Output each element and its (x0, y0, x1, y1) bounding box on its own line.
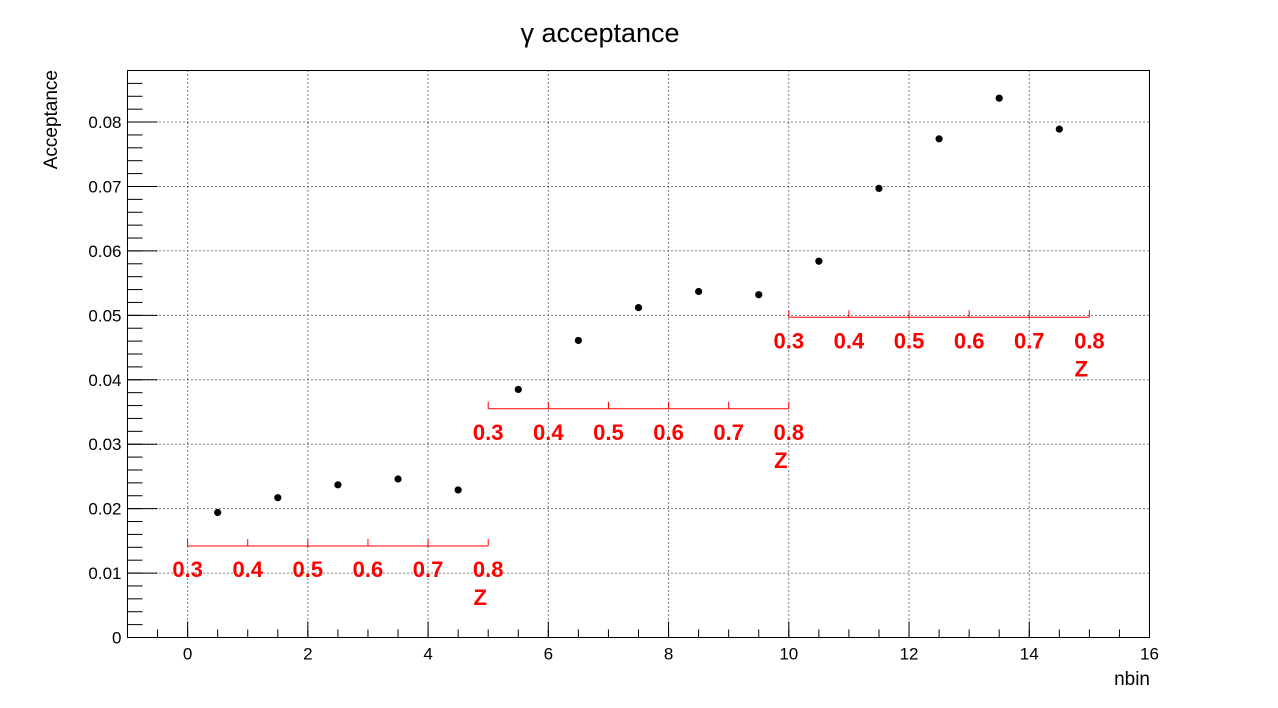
z-tick-label: 0.6 (954, 328, 985, 353)
x-tick-label: 12 (900, 645, 919, 664)
data-point (214, 508, 222, 517)
axes: 0 2 4 6 8 10 12 14 16 0 0.01 0.02 0.03 0.04 0.05 0.06 0.… (88, 70, 1159, 664)
y-tick-label: 0.03 (88, 435, 121, 454)
z-axes: 0.3 0.4 0.5 0.6 0.7 0.8 Z 0.3 0.4 0.5 0.6 0.7 0.8 Z 0.… (172, 310, 1105, 610)
z-tick-label: 0.5 (593, 420, 624, 445)
y-tick-label: 0.07 (88, 177, 121, 196)
data-point (995, 94, 1003, 102)
z-tick-label: 0.8 (473, 557, 504, 582)
x-tick-label: 10 (779, 645, 798, 664)
z-axis-title: Z (774, 448, 787, 473)
z-tick-label: 0.5 (894, 328, 925, 353)
data-points (214, 94, 1063, 517)
z-tick-label: 0.7 (713, 420, 744, 445)
z-tick-label: 0.5 (293, 557, 324, 582)
z-tick-label: 0.3 (773, 328, 804, 353)
data-point (755, 291, 763, 299)
data-point (334, 481, 342, 489)
y-tick-label: 0.02 (88, 500, 121, 519)
x-tick-label: 14 (1020, 645, 1039, 664)
z-tick-label: 0.7 (413, 557, 444, 582)
data-point (274, 494, 282, 502)
chart-title: γ acceptance (520, 18, 679, 48)
x-tick-label: 2 (303, 645, 312, 664)
data-point (514, 385, 522, 394)
data-point (574, 336, 582, 345)
x-tick-label: 6 (544, 645, 553, 664)
z-tick-label: 0.8 (773, 420, 804, 445)
x-tick-label: 8 (664, 645, 673, 664)
z-tick-label: 0.6 (353, 557, 384, 582)
z-tick-label: 0.3 (172, 557, 203, 582)
data-point (695, 287, 703, 296)
x-tick-label: 0 (183, 645, 192, 664)
x-axis-label: nbin (1114, 669, 1150, 690)
y-tick-label: 0.04 (88, 371, 121, 390)
x-tick-label: 16 (1140, 645, 1159, 664)
z-tick-label: 0.3 (473, 420, 504, 445)
z-tick-label: 0.6 (653, 420, 684, 445)
y-tick-label: 0.05 (88, 306, 121, 325)
z-tick-label: 0.8 (1074, 328, 1105, 353)
data-point (1055, 125, 1063, 133)
x-tick-label: 4 (423, 645, 432, 664)
y-axis-label: Acceptance (41, 70, 62, 169)
data-point (454, 486, 462, 494)
y-tick-label: 0 (112, 629, 121, 648)
y-tick-label: 0.08 (88, 113, 121, 132)
z-tick-label: 0.4 (232, 557, 263, 582)
data-point (815, 257, 823, 265)
z-axis-title: Z (1075, 356, 1088, 381)
data-point (634, 304, 643, 312)
data-point (875, 184, 883, 193)
data-point (394, 475, 402, 483)
z-axis-title: Z (473, 585, 486, 610)
y-tick-label: 0.01 (88, 564, 121, 583)
z-tick-label: 0.4 (834, 328, 865, 353)
z-tick-label: 0.4 (533, 420, 564, 445)
data-point (935, 135, 943, 143)
z-tick-label: 0.7 (1014, 328, 1045, 353)
y-tick-label: 0.06 (88, 242, 121, 261)
